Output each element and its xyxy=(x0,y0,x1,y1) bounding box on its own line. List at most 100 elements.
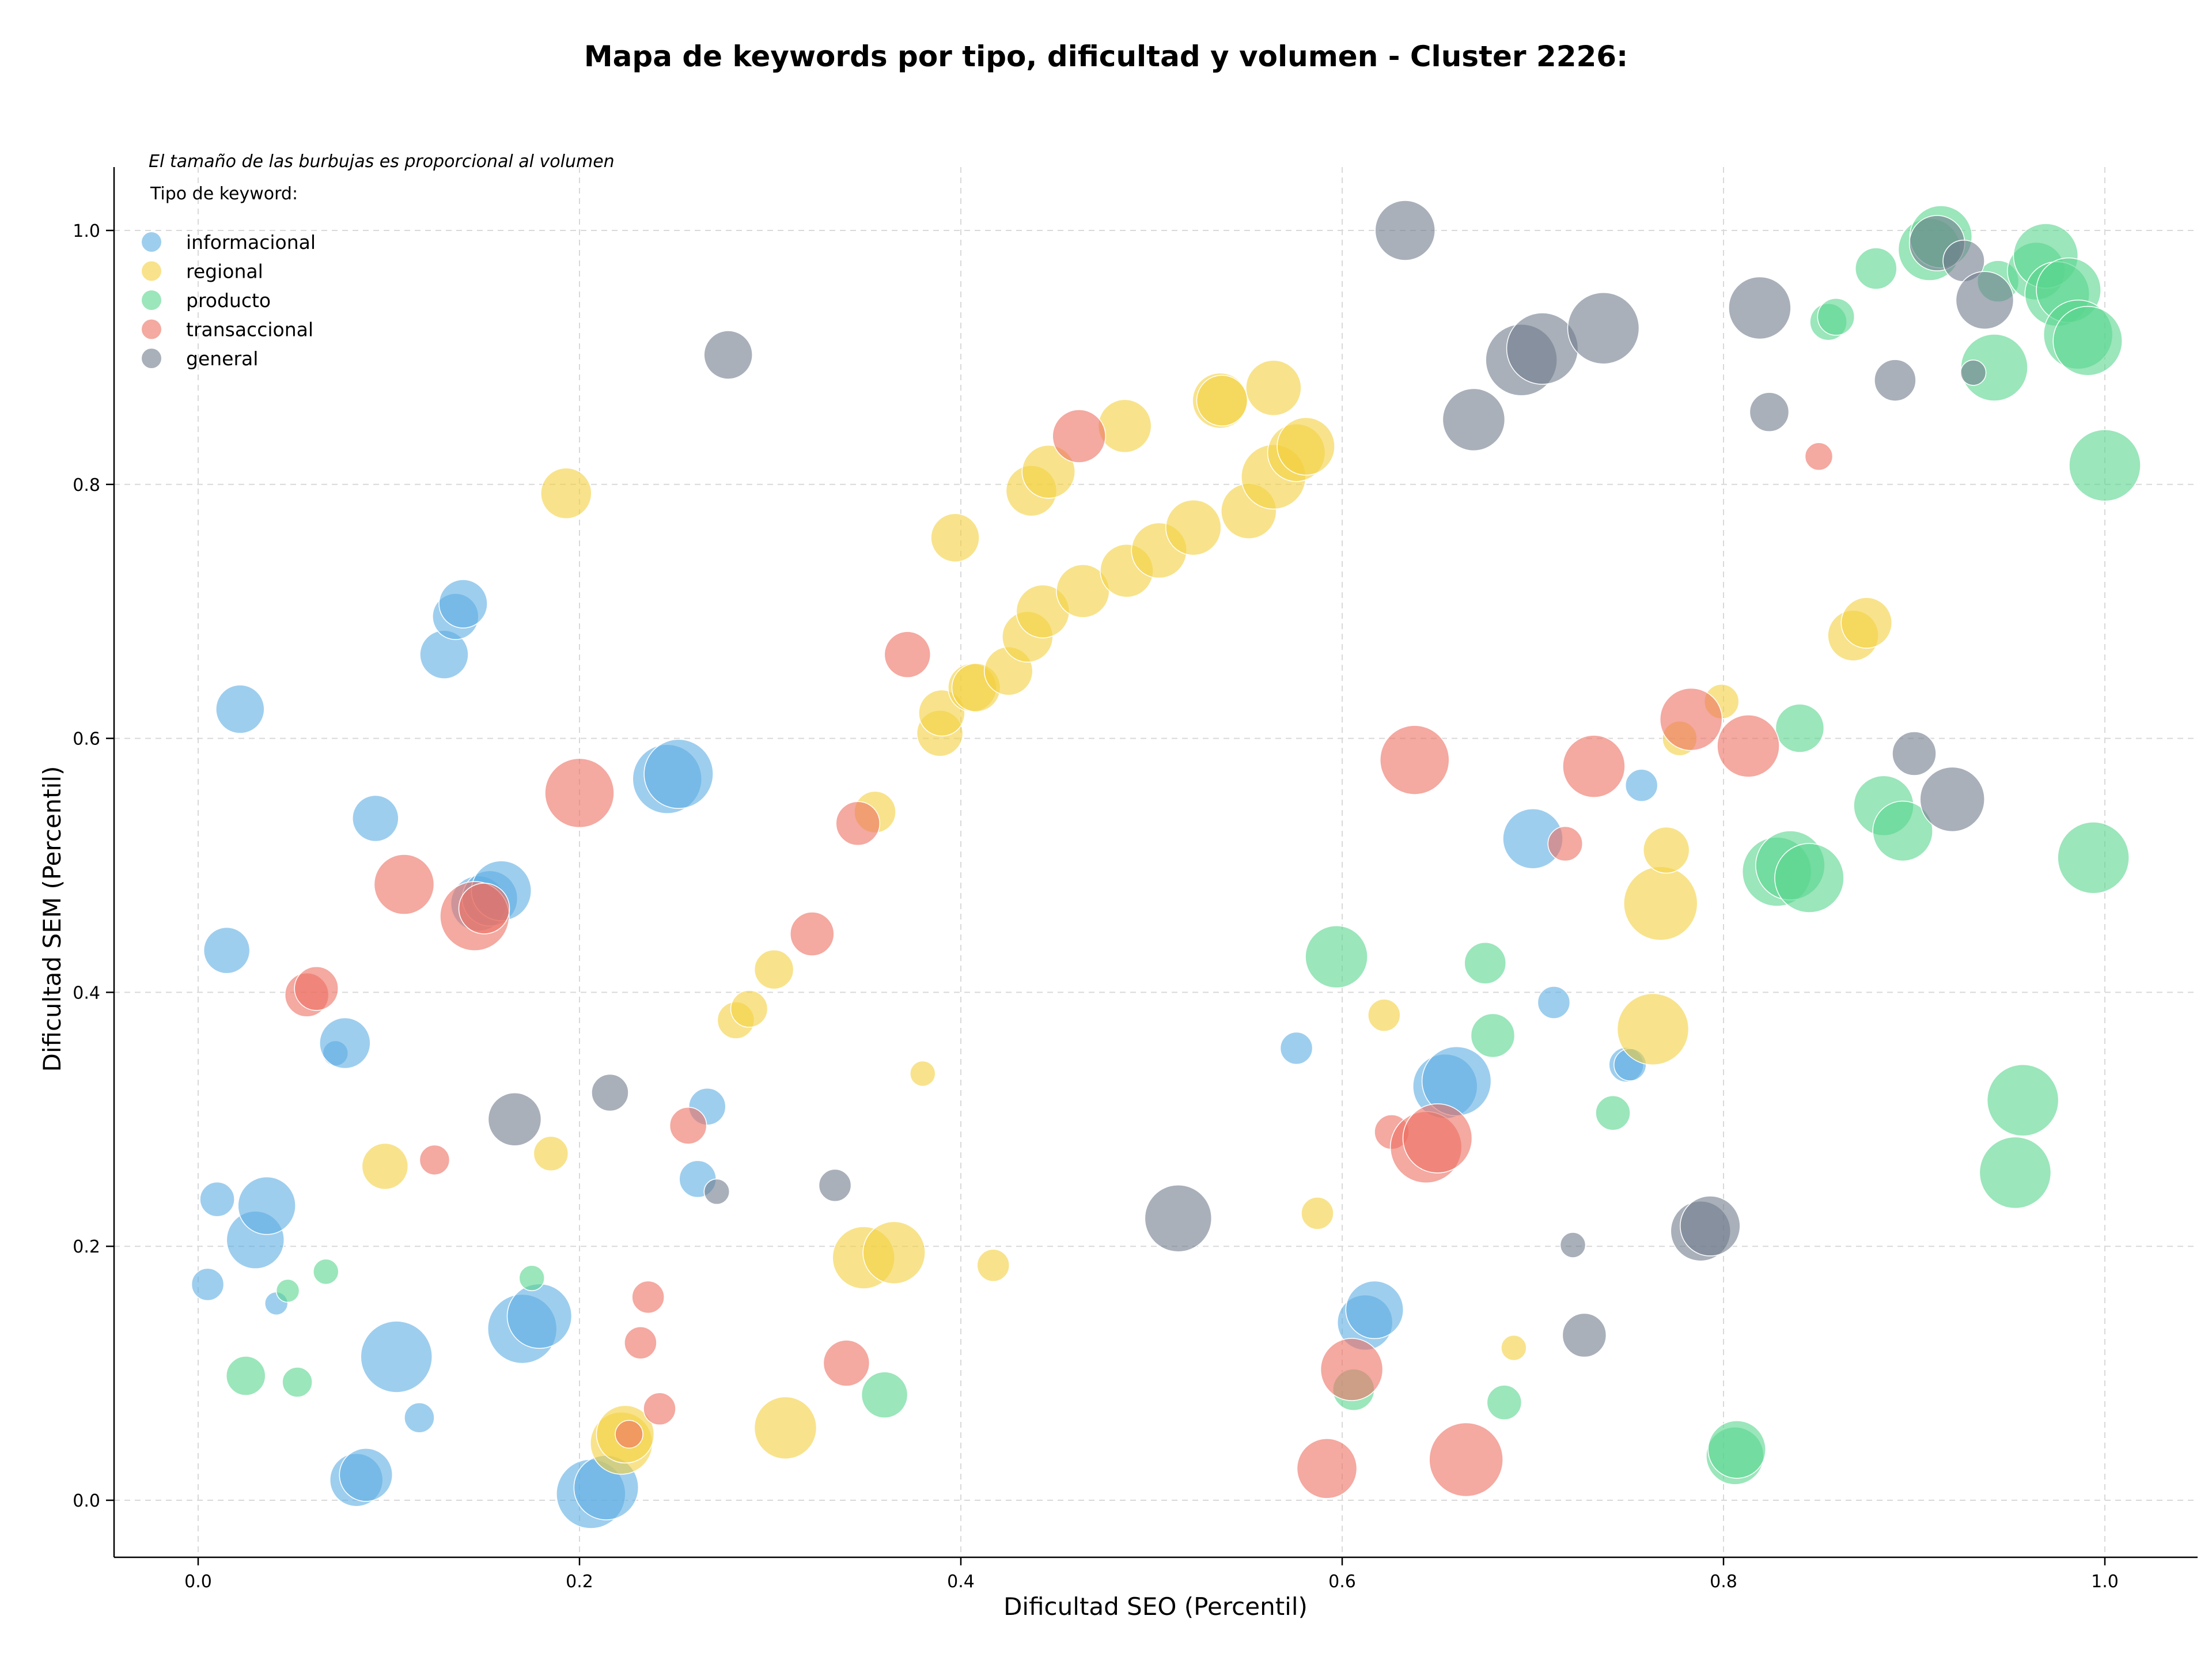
bubble-producto[interactable] xyxy=(861,1371,908,1418)
bubble-regional[interactable] xyxy=(730,990,768,1028)
bubble-transaccional[interactable] xyxy=(1402,1103,1473,1174)
bubble-producto[interactable] xyxy=(1305,925,1368,989)
bubble-transaccional[interactable] xyxy=(1717,714,1780,778)
bubble-transaccional[interactable] xyxy=(823,1340,870,1387)
bubble-informacional[interactable] xyxy=(339,1448,393,1502)
bubble-general[interactable] xyxy=(591,1073,629,1112)
bubble-transaccional[interactable] xyxy=(1547,826,1584,862)
bubble-regional[interactable] xyxy=(533,1136,569,1172)
bubble-producto[interactable] xyxy=(1707,1420,1766,1479)
bubble-informacional[interactable] xyxy=(1279,1031,1313,1065)
bubble-transaccional[interactable] xyxy=(373,854,435,915)
bubble-transaccional[interactable] xyxy=(669,1107,707,1145)
bubble-producto[interactable] xyxy=(1595,1095,1631,1131)
bubble-producto[interactable] xyxy=(2052,305,2123,376)
bubble-producto[interactable] xyxy=(275,1278,300,1303)
bubble-informacional[interactable] xyxy=(1537,986,1571,1019)
bubble-general[interactable] xyxy=(703,1178,730,1205)
bubble-regional[interactable] xyxy=(1501,1334,1527,1361)
bubble-regional[interactable] xyxy=(1021,445,1076,499)
bubble-producto[interactable] xyxy=(2057,822,2130,894)
bubble-producto[interactable] xyxy=(1817,298,1855,336)
bubble-regional[interactable] xyxy=(910,1060,936,1087)
bubble-transaccional[interactable] xyxy=(1429,1422,1503,1497)
bubble-regional[interactable] xyxy=(1623,866,1698,941)
bubble-regional[interactable] xyxy=(1616,993,1690,1066)
bubble-regional[interactable] xyxy=(1277,417,1335,476)
bubble-transaccional[interactable] xyxy=(544,758,615,828)
bubble-informacional[interactable] xyxy=(438,579,488,629)
bubble-transaccional[interactable] xyxy=(643,1392,676,1426)
bubble-transaccional[interactable] xyxy=(631,1280,665,1314)
bubble-general[interactable] xyxy=(1728,276,1791,340)
bubble-informacional[interactable] xyxy=(237,1176,296,1235)
bubble-regional[interactable] xyxy=(1301,1197,1334,1230)
bubble-regional[interactable] xyxy=(1165,499,1222,556)
bubble-regional[interactable] xyxy=(1245,360,1302,417)
bubble-transaccional[interactable] xyxy=(1320,1338,1384,1401)
bubble-general[interactable] xyxy=(1442,388,1506,452)
bubble-general[interactable] xyxy=(1919,766,1985,833)
bubble-informacional[interactable] xyxy=(199,1181,235,1217)
bubble-transaccional[interactable] xyxy=(790,911,835,956)
bubble-producto[interactable] xyxy=(226,1356,266,1396)
bubble-regional[interactable] xyxy=(361,1142,409,1190)
bubble-general[interactable] xyxy=(1559,1232,1586,1258)
bubble-transaccional[interactable] xyxy=(1804,442,1834,471)
bubble-producto[interactable] xyxy=(1464,941,1506,985)
bubble-informacional[interactable] xyxy=(1345,1280,1404,1340)
bubble-transaccional[interactable] xyxy=(1659,687,1723,751)
bubble-regional[interactable] xyxy=(1097,399,1152,453)
bubble-general[interactable] xyxy=(1567,292,1640,365)
bubble-regional[interactable] xyxy=(1368,998,1401,1032)
bubble-informacional[interactable] xyxy=(643,739,714,809)
bubble-transaccional[interactable] xyxy=(884,631,931,678)
bubble-producto[interactable] xyxy=(1470,1013,1516,1058)
bubble-regional[interactable] xyxy=(930,513,980,563)
bubble-general[interactable] xyxy=(487,1092,542,1147)
bubble-informacional[interactable] xyxy=(191,1267,225,1301)
bubble-general[interactable] xyxy=(818,1168,852,1202)
bubble-general[interactable] xyxy=(1892,731,1937,776)
bubble-transaccional[interactable] xyxy=(419,1144,450,1176)
bubble-producto[interactable] xyxy=(2069,429,2141,502)
bubble-producto[interactable] xyxy=(1774,843,1844,913)
bubble-producto[interactable] xyxy=(313,1258,339,1285)
bubble-informacional[interactable] xyxy=(506,1283,573,1349)
bubble-producto[interactable] xyxy=(518,1265,545,1292)
bubble-regional[interactable] xyxy=(753,1396,817,1460)
bubble-regional[interactable] xyxy=(1642,826,1690,874)
bubble-transaccional[interactable] xyxy=(458,883,510,934)
bubble-producto[interactable] xyxy=(1872,800,1933,862)
bubble-informacional[interactable] xyxy=(1624,769,1658,802)
bubble-general[interactable] xyxy=(1749,392,1790,432)
bubble-general[interactable] xyxy=(1144,1184,1213,1253)
bubble-regional[interactable] xyxy=(540,467,592,519)
bubble-general[interactable] xyxy=(1955,271,2014,330)
bubble-transaccional[interactable] xyxy=(1380,725,1450,795)
bubble-producto[interactable] xyxy=(1775,703,1825,753)
bubble-producto[interactable] xyxy=(1979,1136,2052,1209)
bubble-producto[interactable] xyxy=(282,1367,313,1398)
bubble-transaccional[interactable] xyxy=(294,966,339,1011)
bubble-transaccional[interactable] xyxy=(1052,409,1106,463)
bubble-informacional[interactable] xyxy=(203,926,251,974)
bubble-transaccional[interactable] xyxy=(615,1420,643,1449)
bubble-regional[interactable] xyxy=(753,949,794,990)
bubble-producto[interactable] xyxy=(1855,247,1897,290)
bubble-transaccional[interactable] xyxy=(624,1326,657,1360)
bubble-general[interactable] xyxy=(1874,359,1916,402)
bubble-regional[interactable] xyxy=(1840,597,1892,649)
bubble-informacional[interactable] xyxy=(360,1321,433,1393)
bubble-informacional[interactable] xyxy=(215,684,265,734)
bubble-regional[interactable] xyxy=(976,1248,1010,1282)
bubble-producto[interactable] xyxy=(1486,1384,1522,1421)
bubble-general[interactable] xyxy=(1506,312,1579,385)
bubble-general[interactable] xyxy=(1562,1312,1607,1358)
bubble-informacional[interactable] xyxy=(319,1017,371,1069)
bubble-general[interactable] xyxy=(703,330,753,380)
bubble-transaccional[interactable] xyxy=(1562,735,1626,798)
bubble-transaccional[interactable] xyxy=(835,801,881,846)
bubble-informacional[interactable] xyxy=(404,1402,435,1433)
bubble-informacional[interactable] xyxy=(352,794,399,842)
